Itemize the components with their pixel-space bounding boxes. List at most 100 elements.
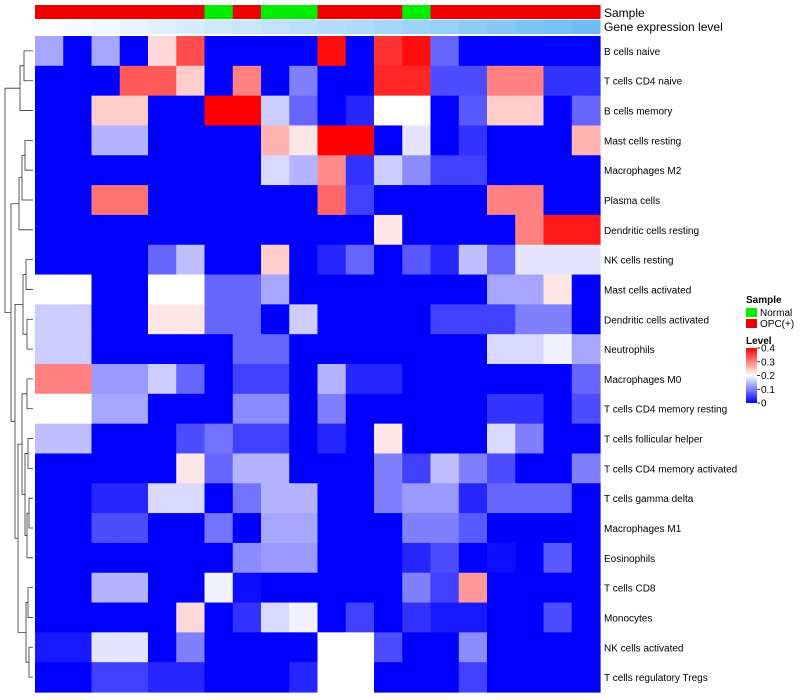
heatmap-cell [35, 155, 64, 186]
heatmap-cell [345, 632, 375, 663]
heatmap-cell [515, 393, 545, 425]
sample-annotation-cell [148, 5, 177, 19]
heatmap-cell [374, 125, 403, 156]
heatmap-cell [458, 95, 488, 127]
heatmap-cell [232, 662, 262, 693]
heatmap-cell [515, 65, 545, 97]
sample-annotation-cell [571, 5, 601, 19]
heatmap-cell [374, 36, 403, 67]
heatmap-cell [148, 125, 177, 156]
heatmap-cell [148, 483, 177, 514]
heatmap-cell [543, 483, 573, 514]
heatmap-cell [119, 572, 149, 604]
heatmap-cell [289, 423, 319, 455]
heatmap-cell [345, 513, 375, 544]
heatmap-cell [571, 304, 601, 335]
heatmap-cell [317, 95, 347, 127]
heatmap-cell [289, 453, 319, 484]
heatmap-cell [261, 483, 290, 514]
heatmap-cell [543, 155, 573, 186]
heatmap-cell [458, 423, 488, 455]
heatmap-cell [402, 393, 432, 425]
heatmap-cell [232, 36, 262, 67]
heatmap-cell [345, 334, 375, 365]
heatmap-cell [148, 155, 177, 186]
annotation-label-gene-expression: Gene expression level [604, 20, 723, 34]
sample-annotation-cell [91, 5, 121, 19]
heatmap-cell [402, 662, 432, 693]
heatmap-cell [35, 602, 64, 633]
heatmap-cell [176, 632, 206, 663]
heatmap-cell [91, 155, 121, 186]
heatmap-cell [515, 542, 545, 574]
heatmap-cell [458, 513, 488, 544]
heatmap-cell [402, 334, 432, 365]
heatmap-cell [571, 513, 601, 544]
row-label: Macrophages M1 [604, 524, 682, 535]
heatmap-cell [204, 334, 234, 365]
heatmap-cell [317, 632, 347, 663]
level-tick-label: 0 [761, 399, 767, 410]
heatmap-cell [63, 214, 93, 246]
heatmap-cell [430, 274, 460, 305]
heatmap-cell [148, 185, 177, 216]
heatmap-cell [345, 95, 375, 127]
row-label: Eosinophils [604, 554, 655, 565]
heatmap-cell [176, 513, 206, 544]
heatmap-cell [261, 95, 290, 127]
heatmap-cell [487, 36, 516, 67]
heatmap-cell [571, 95, 601, 127]
heatmap-cell [119, 185, 149, 216]
heatmap-cell [148, 572, 177, 604]
heatmap-cell [402, 572, 432, 604]
annotation-label-sample: Sample [604, 6, 645, 20]
heatmap-cell [515, 214, 545, 246]
heatmap-cell [317, 453, 347, 484]
heatmap-cell [148, 364, 177, 395]
dendrogram-branch [25, 602, 29, 663]
heatmap-cell [515, 36, 545, 67]
sample-annotation-cell [487, 5, 516, 19]
heatmap-cell [148, 36, 177, 67]
heatmap-cell [261, 334, 290, 365]
heatmap-cell [317, 65, 347, 97]
heatmap-cell [204, 393, 234, 425]
heatmap-cell [345, 393, 375, 425]
heatmap-cell [119, 423, 149, 455]
heatmap-cell [232, 214, 262, 246]
dendrogram-branch [19, 65, 33, 111]
row-label: Plasma cells [604, 196, 660, 207]
heatmap-cell [402, 36, 432, 67]
heatmap-cell [487, 453, 516, 484]
row-labels: B cells naive T cells CD4 naive B cells me… [604, 47, 737, 684]
heatmap-cell [289, 364, 319, 395]
heatmap-cell [430, 65, 460, 97]
heatmap-cell [63, 155, 93, 186]
heatmap-cell [204, 95, 234, 127]
heatmap-cell [402, 244, 432, 276]
heatmap-cell [289, 334, 319, 365]
heatmap-cell [35, 632, 64, 663]
heatmap-cell [148, 274, 177, 305]
heatmap-cell [261, 65, 290, 97]
heatmap-cell [317, 214, 347, 246]
heatmap-cell [232, 453, 262, 484]
row-label: Macrophages M2 [604, 166, 682, 177]
heatmap-cell [515, 125, 545, 156]
dendrogram-branch [28, 497, 33, 529]
sample-annotation-cell [458, 5, 488, 19]
heatmap-cell [176, 453, 206, 484]
heatmap-cell [35, 185, 64, 216]
heatmap-cell [345, 244, 375, 276]
heatmap-cell [63, 65, 93, 97]
heatmap-cell [487, 65, 516, 97]
heatmap-cell [289, 125, 319, 156]
heatmap-cell [571, 185, 601, 216]
heatmap-cell [402, 483, 432, 514]
dendrogram-branch [18, 177, 33, 231]
heatmap-cell [458, 274, 488, 305]
heatmap-cell [91, 393, 121, 425]
heatmap-cell [91, 662, 121, 693]
heatmap-cell [571, 483, 601, 514]
